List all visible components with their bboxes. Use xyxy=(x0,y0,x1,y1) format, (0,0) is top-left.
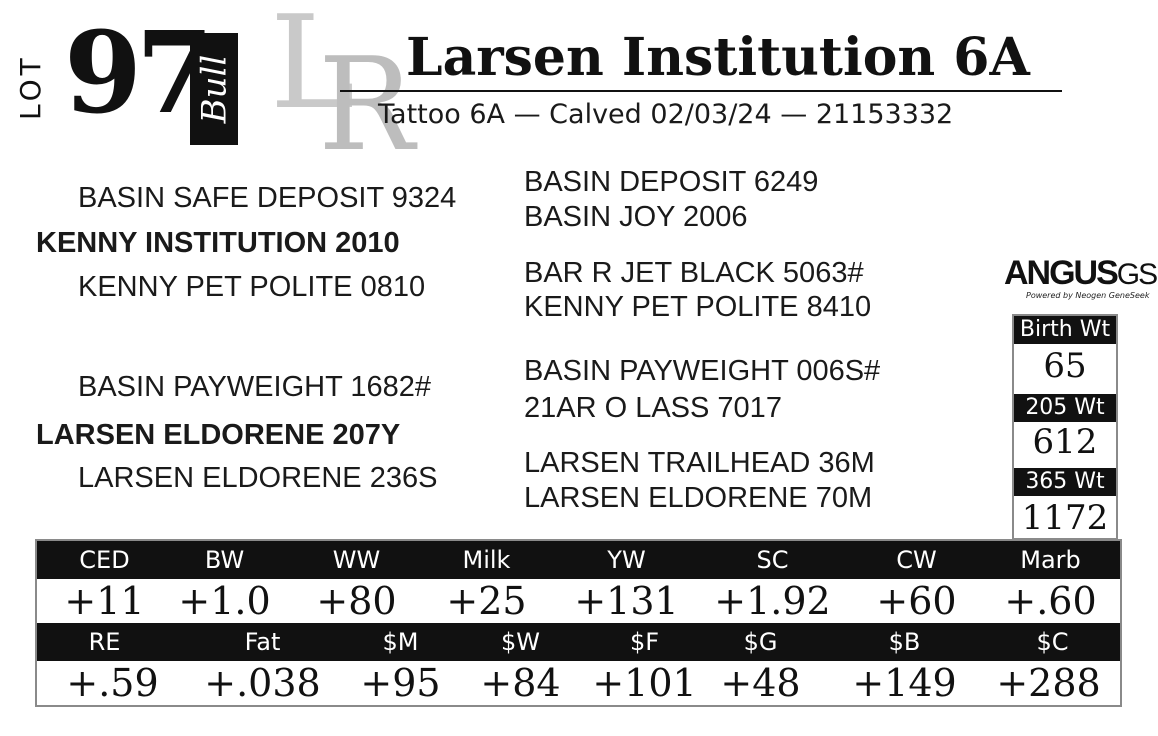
logo-letter-r: R xyxy=(318,31,415,180)
epd-value-cw: +60 xyxy=(876,579,957,623)
dam-sire-dam: 21AR O LASS 7017 xyxy=(524,392,782,424)
angus-suffix: GS xyxy=(1116,258,1158,291)
animal-name: Larsen Institution 6A xyxy=(406,27,1030,88)
epd-label-re: RE xyxy=(88,628,121,656)
epd-value-m-index: +95 xyxy=(360,661,441,705)
dam-dam-sire: LARSEN TRAILHEAD 36M xyxy=(524,447,875,479)
epd-label-fat: Fat xyxy=(244,628,281,656)
sire: KENNY INSTITUTION 2010 xyxy=(36,227,400,259)
epd-value-bw: +1.0 xyxy=(178,579,271,623)
epd-label-ced: CED xyxy=(79,546,130,574)
epd-label-c-index: $C xyxy=(1036,628,1069,656)
bull-badge xyxy=(190,33,238,145)
epd-table: CED BW WW Milk YW SC CW Marb +11 +1.0 +8… xyxy=(35,539,1122,707)
dam-sire: BASIN PAYWEIGHT 1682# xyxy=(78,371,431,403)
epd-label-bw: BW xyxy=(204,546,245,574)
angus-gs-logo: ANGUSGS xyxy=(1004,254,1158,292)
epd-value-sc: +1.92 xyxy=(714,579,831,623)
epd-value-g-index: +48 xyxy=(720,661,801,705)
epd-value-marb: +.60 xyxy=(1004,579,1097,623)
sire-sire-dam: BASIN JOY 2006 xyxy=(524,201,748,233)
title-rule xyxy=(340,90,1062,92)
lot-label: LOT xyxy=(14,54,47,120)
epd-label-b-index: $B xyxy=(888,628,921,656)
sire-sire: BASIN SAFE DEPOSIT 9324 xyxy=(78,182,457,214)
wt-365-value: 1172 xyxy=(1021,498,1109,538)
epd-label-g-index: $G xyxy=(743,628,778,656)
epd-label-f-index: $F xyxy=(629,628,660,656)
epd-label-marb: Marb xyxy=(1020,546,1081,574)
epd-value-ww: +80 xyxy=(316,579,397,623)
birth-wt-value: 65 xyxy=(1043,346,1087,386)
logo-letter-l: L xyxy=(270,0,355,138)
epd-value-f-index: +101 xyxy=(592,661,697,705)
dam-dam: LARSEN ELDORENE 236S xyxy=(78,462,438,494)
epd-header-row-2: RE Fat $M $W $F $G $B $C xyxy=(37,623,1120,661)
epd-label-w-index: $W xyxy=(501,628,540,656)
dam-sire-sire: BASIN PAYWEIGHT 006S# xyxy=(524,355,881,387)
wt-205-label: 205 Wt xyxy=(1014,394,1116,422)
epd-value-c-index: +288 xyxy=(996,661,1101,705)
epd-value-w-index: +84 xyxy=(480,661,561,705)
sire-dam-sire: BAR R JET BLACK 5063# xyxy=(524,257,864,289)
epd-header-row-1: CED BW WW Milk YW SC CW Marb xyxy=(37,541,1120,579)
epd-label-cw: CW xyxy=(896,546,937,574)
epd-label-milk: Milk xyxy=(462,546,511,574)
epd-label-m-index: $M xyxy=(382,628,419,656)
epd-value-milk: +25 xyxy=(446,579,527,623)
angus-brand: ANGUS xyxy=(1004,254,1119,292)
weights-panel: Birth Wt 65 205 Wt 612 365 Wt 1172 xyxy=(1012,314,1118,540)
epd-value-re: +.59 xyxy=(66,661,159,705)
epd-value-fat: +.038 xyxy=(204,661,321,705)
bull-text: Bull xyxy=(194,54,235,124)
sire-dam: KENNY PET POLITE 0810 xyxy=(78,271,426,303)
epd-value-ced: +11 xyxy=(64,579,145,623)
birth-wt-label: Birth Wt xyxy=(1014,316,1116,344)
epd-label-ww: WW xyxy=(332,546,381,574)
epd-value-b-index: +149 xyxy=(852,661,957,705)
epd-label-yw: YW xyxy=(607,546,646,574)
dam-dam-dam: LARSEN ELDORENE 70M xyxy=(524,482,873,514)
sire-sire-sire: BASIN DEPOSIT 6249 xyxy=(524,166,819,198)
animal-details: Tattoo 6A — Calved 02/03/24 — 21153332 xyxy=(378,99,954,130)
sire-dam-dam: KENNY PET POLITE 8410 xyxy=(524,291,872,323)
bull-badge-label: Bull xyxy=(190,33,238,145)
angus-tagline: Powered by Neogen GeneSeek xyxy=(1026,291,1150,300)
lot-number: 97 xyxy=(64,8,214,139)
epd-label-sc: SC xyxy=(756,546,789,574)
dam: LARSEN ELDORENE 207Y xyxy=(36,419,401,451)
wt-205-value: 612 xyxy=(1032,422,1098,462)
epd-value-yw: +131 xyxy=(574,579,679,623)
wt-365-label: 365 Wt xyxy=(1014,468,1116,496)
